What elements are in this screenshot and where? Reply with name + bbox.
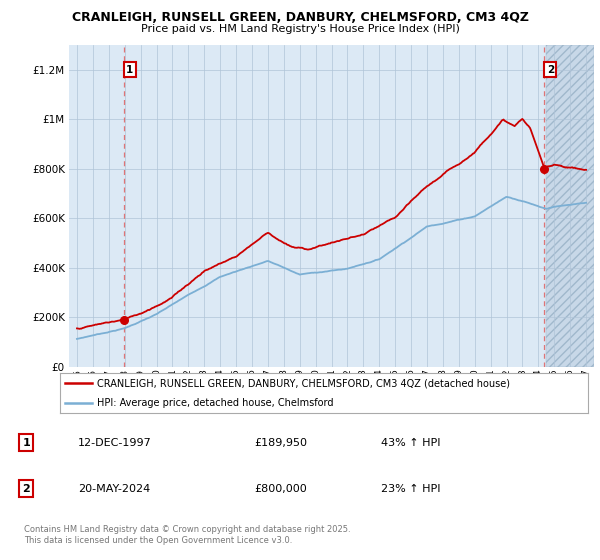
Text: 20-MAY-2024: 20-MAY-2024: [78, 484, 151, 493]
Text: Price paid vs. HM Land Registry's House Price Index (HPI): Price paid vs. HM Land Registry's House …: [140, 24, 460, 34]
Text: 2: 2: [547, 64, 554, 74]
Text: 12-DEC-1997: 12-DEC-1997: [78, 437, 152, 447]
Text: 23% ↑ HPI: 23% ↑ HPI: [380, 484, 440, 493]
Text: CRANLEIGH, RUNSELL GREEN, DANBURY, CHELMSFORD, CM3 4QZ: CRANLEIGH, RUNSELL GREEN, DANBURY, CHELM…: [71, 11, 529, 24]
Text: 43% ↑ HPI: 43% ↑ HPI: [380, 437, 440, 447]
Text: 2: 2: [23, 484, 30, 493]
Text: £800,000: £800,000: [254, 484, 307, 493]
Text: 1: 1: [23, 437, 30, 447]
Text: 1: 1: [126, 64, 134, 74]
Text: CRANLEIGH, RUNSELL GREEN, DANBURY, CHELMSFORD, CM3 4QZ (detached house): CRANLEIGH, RUNSELL GREEN, DANBURY, CHELM…: [97, 378, 510, 388]
Text: Contains HM Land Registry data © Crown copyright and database right 2025.
This d: Contains HM Land Registry data © Crown c…: [24, 525, 350, 545]
Text: £189,950: £189,950: [254, 437, 307, 447]
Text: HPI: Average price, detached house, Chelmsford: HPI: Average price, detached house, Chel…: [97, 398, 334, 408]
Bar: [546, 45, 594, 367]
